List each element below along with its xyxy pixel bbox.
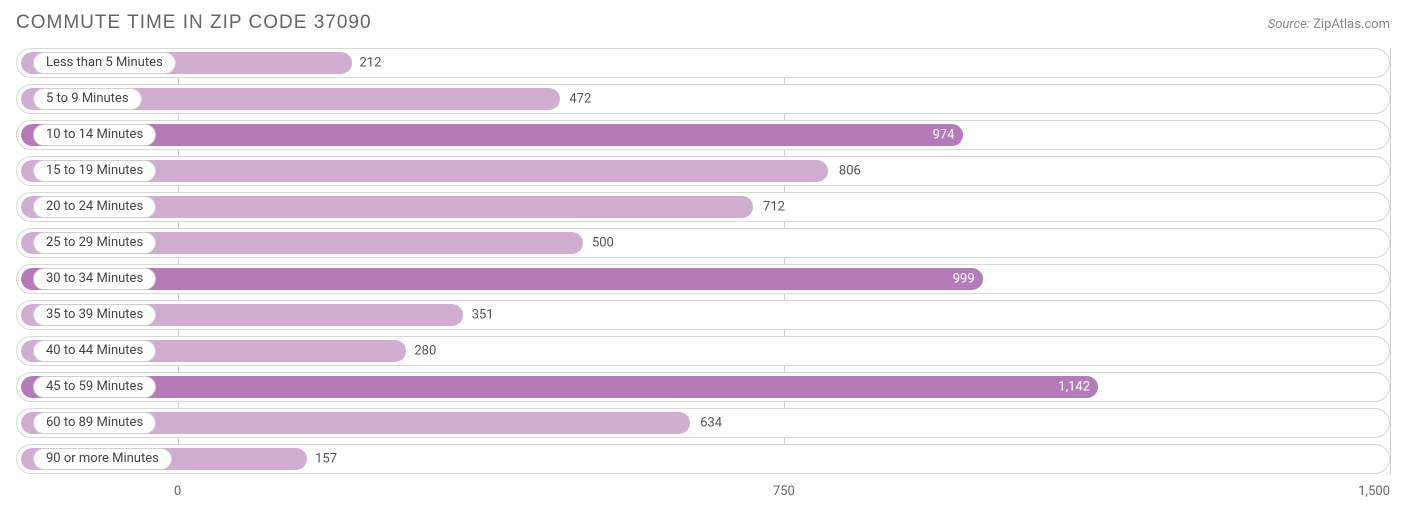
bar-row: 806 15 to 19 Minutes: [16, 156, 1390, 186]
bar-value: 999: [953, 272, 975, 287]
bar-row: 157 90 or more Minutes: [16, 444, 1390, 474]
bar-track: [21, 304, 1385, 326]
bar-category-label: 35 to 39 Minutes: [33, 304, 156, 326]
bar-category-label: 45 to 59 Minutes: [33, 376, 156, 398]
bar-row: 212 Less than 5 Minutes: [16, 48, 1390, 78]
x-axis-tick: 0: [174, 484, 181, 499]
bar-track: [21, 448, 1385, 470]
bar-track: [21, 196, 1385, 218]
chart-plot: 212 Less than 5 Minutes 472 5 to 9 Minutes 9…: [16, 48, 1390, 504]
bar-category-label: 20 to 24 Minutes: [33, 196, 156, 218]
bar-track: [21, 268, 1385, 290]
chart-container: COMMUTE TIME IN ZIP CODE 37090 Source: Z…: [0, 0, 1406, 522]
gridline: [1390, 48, 1391, 474]
bar-category-label: 90 or more Minutes: [33, 448, 172, 470]
bar-value: 472: [569, 92, 591, 107]
bar-track: [21, 88, 1385, 110]
bar-category-label: 10 to 14 Minutes: [33, 124, 156, 146]
chart-title: COMMUTE TIME IN ZIP CODE 37090: [16, 12, 372, 34]
bar-row: 500 25 to 29 Minutes: [16, 228, 1390, 258]
bar-row: 280 40 to 44 Minutes: [16, 336, 1390, 366]
bar-value: 1,142: [1058, 380, 1090, 395]
x-axis-tick: 1,500: [1358, 484, 1390, 499]
bar-row: 999 30 to 34 Minutes: [16, 264, 1390, 294]
bar-value: 974: [933, 128, 955, 143]
bar-category-label: Less than 5 Minutes: [33, 52, 176, 74]
bar-value: 634: [700, 416, 722, 431]
source-label: Source:: [1268, 17, 1310, 32]
bar-value: 280: [414, 344, 436, 359]
bar-category-label: 60 to 89 Minutes: [33, 412, 156, 434]
bar-category-label: 5 to 9 Minutes: [33, 88, 142, 110]
chart-header: COMMUTE TIME IN ZIP CODE 37090 Source: Z…: [16, 12, 1390, 34]
bar-track: [21, 340, 1385, 362]
x-axis-tick: 750: [773, 484, 795, 499]
bar-fill: [21, 124, 963, 146]
bar-category-label: 40 to 44 Minutes: [33, 340, 156, 362]
bar-value: 712: [763, 200, 785, 215]
bar-value: 157: [315, 452, 337, 467]
bar-track: [21, 52, 1385, 74]
bar-fill: [21, 376, 1098, 398]
bar-track: [21, 124, 1385, 146]
bar-value: 500: [592, 236, 614, 251]
bar-track: [21, 376, 1385, 398]
bar-row: 472 5 to 9 Minutes: [16, 84, 1390, 114]
chart-rows: 212 Less than 5 Minutes 472 5 to 9 Minutes 9…: [16, 48, 1390, 474]
bar-row: 1,142 45 to 59 Minutes: [16, 372, 1390, 402]
bar-fill: [21, 268, 983, 290]
bar-row: 634 60 to 89 Minutes: [16, 408, 1390, 438]
bar-value: 212: [360, 56, 382, 71]
bar-value: 806: [839, 164, 861, 179]
bar-value: 351: [472, 308, 494, 323]
chart-source: Source: ZipAtlas.com: [1268, 17, 1390, 32]
bar-category-label: 15 to 19 Minutes: [33, 160, 156, 182]
bar-row: 712 20 to 24 Minutes: [16, 192, 1390, 222]
bar-row: 351 35 to 39 Minutes: [16, 300, 1390, 330]
bar-row: 974 10 to 14 Minutes: [16, 120, 1390, 150]
x-axis: 0 750 1,500: [16, 480, 1390, 504]
bar-category-label: 25 to 29 Minutes: [33, 232, 156, 254]
bar-track: [21, 232, 1385, 254]
source-name: ZipAtlas.com: [1313, 17, 1390, 32]
bar-track: [21, 160, 1385, 182]
bar-category-label: 30 to 34 Minutes: [33, 268, 156, 290]
